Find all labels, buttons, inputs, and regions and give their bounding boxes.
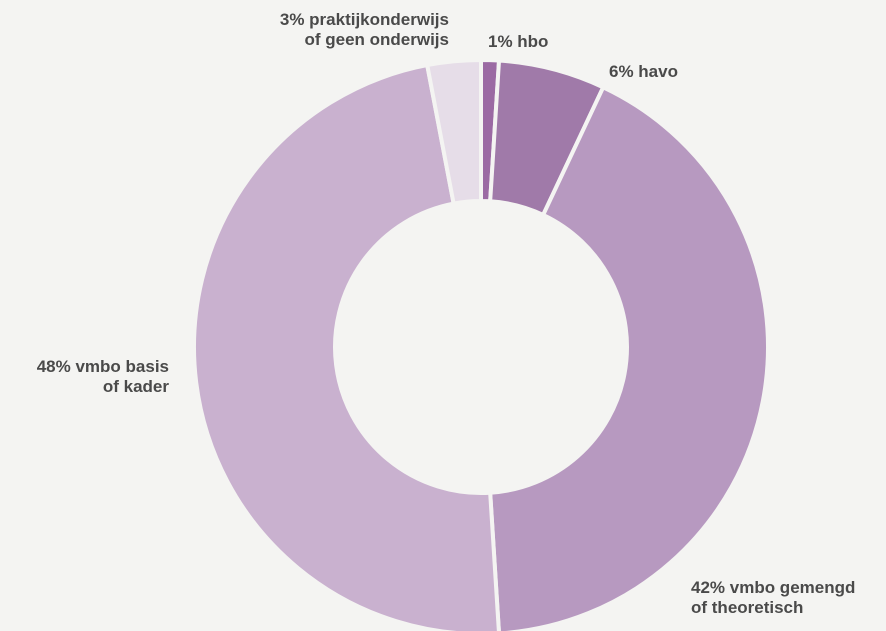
slice-vmbo-basis	[192, 62, 501, 631]
label-vmbo-basis-line-2: of kader	[102, 377, 169, 396]
label-praktijkonderwijs: 3% praktijkonderwijs of geen onderwijs	[280, 10, 449, 50]
label-vmbo-gemengd-line-2: of theoretisch	[691, 598, 804, 617]
label-vmbo-gemengd: 42% vmbo gemengd of theoretisch	[691, 578, 855, 618]
label-havo-line-1: 6% havo	[609, 62, 678, 81]
label-vmbo-basis: 48% vmbo basis of kader	[37, 357, 169, 397]
label-praktijkonderwijs-line-1: 3% praktijkonderwijs	[279, 10, 449, 29]
label-praktijkonderwijs-line-2: of geen onderwijs	[304, 30, 449, 49]
label-vmbo-basis-line-1: 48% vmbo basis	[36, 357, 169, 376]
label-vmbo-gemengd-line-1: 42% vmbo gemengd	[691, 578, 856, 597]
label-hbo: 1% hbo	[488, 32, 548, 52]
label-havo: 6% havo	[609, 62, 678, 82]
slice-praktijkonderwijs	[424, 57, 483, 206]
label-hbo-line-1: 1% hbo	[488, 32, 549, 51]
slice-vmbo-gemengd	[488, 84, 770, 631]
